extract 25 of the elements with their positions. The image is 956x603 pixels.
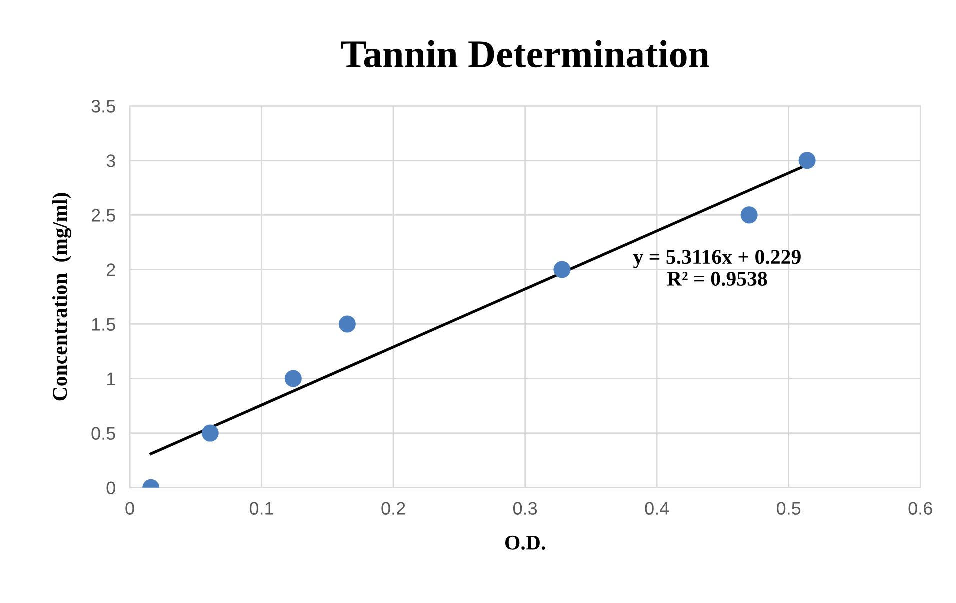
y-tick-label: 2	[106, 264, 116, 276]
y-tick-label: 2.5	[92, 209, 116, 222]
x-axis-title: O.D.	[506, 536, 546, 550]
x-tick-label: 0.4	[645, 502, 670, 515]
y-tick-label: 1.5	[92, 318, 116, 331]
point	[284, 370, 302, 388]
y-tick-label: 0.5	[92, 427, 116, 440]
x-tick-label: 0.1	[250, 502, 274, 515]
chart-title: Tannin Determination	[341, 40, 710, 68]
x-tick-label: 0.6	[908, 502, 932, 515]
y-tick-label: 0	[106, 482, 116, 495]
y-tick-label: 1	[107, 372, 116, 386]
point	[554, 261, 571, 278]
y-axis-title: Concentration (mg/ml)	[52, 193, 72, 401]
x-tick-label: 0.5	[777, 502, 801, 515]
point	[202, 424, 219, 442]
point	[338, 316, 356, 333]
x-tick-label: 0.2	[382, 502, 406, 515]
annotation: y = 5.3116x + 0.229 R² = 0.9538	[633, 250, 801, 286]
y-tick-label: 3	[106, 154, 116, 168]
point	[740, 206, 758, 224]
point	[798, 152, 816, 170]
y-tick-label: 3.5	[92, 100, 116, 113]
x-tick-label: 0.3	[513, 502, 538, 515]
x-tick-label: 0	[126, 502, 134, 515]
